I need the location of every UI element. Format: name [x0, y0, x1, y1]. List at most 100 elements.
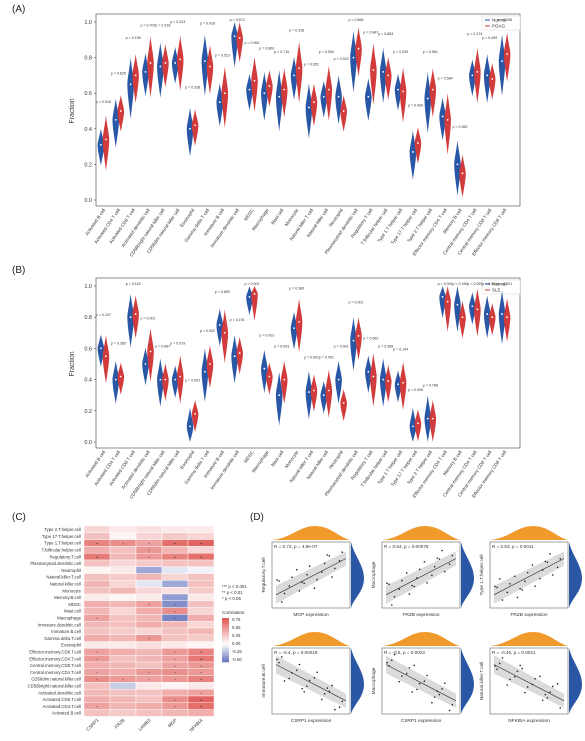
- violin-shape: [261, 349, 268, 394]
- scatter-point: [559, 707, 562, 709]
- heatmap-cell: [83, 525, 111, 534]
- violin-shape: [469, 59, 476, 97]
- heatmap-cell: [135, 620, 163, 629]
- heatmap-cell: [187, 709, 215, 717]
- scatter-point: [526, 686, 529, 688]
- p-value-label: p = 0.365: [111, 341, 126, 345]
- violin-pair: p = 0.003: [274, 344, 289, 426]
- scatter-point: [496, 586, 498, 589]
- violin-pair: p = 0.518: [96, 100, 111, 171]
- plot-frame: [95, 13, 521, 207]
- heatmap-cell: [109, 702, 137, 710]
- scatter-point: [423, 560, 426, 563]
- violin-shape: [157, 358, 164, 407]
- scatter-point: [280, 601, 283, 603]
- p-value-label: p = 0.687: [155, 344, 170, 348]
- regression-line: [385, 664, 457, 702]
- scatter-point: [494, 665, 496, 667]
- y-tick-label: 0.0: [84, 440, 92, 446]
- heatmap-cell: [187, 566, 215, 574]
- scatter-point: [552, 574, 554, 576]
- marginal-density-top: [272, 526, 350, 540]
- regression-line: [493, 558, 565, 596]
- significance-mark: *: [174, 671, 176, 676]
- heatmap-cell: [187, 586, 215, 595]
- heatmap-cell: [187, 580, 215, 588]
- p-value-label: p = 0.430: [408, 103, 423, 107]
- p-value-label: p = 0.001: [319, 355, 334, 359]
- significance-mark: *: [148, 541, 150, 546]
- p-value-label: p = 0.160: [452, 282, 467, 286]
- violin-shape: [394, 73, 402, 111]
- median-dot: [308, 391, 310, 393]
- colorbar-segment: [222, 624, 229, 627]
- heatmap-cell: [83, 586, 111, 595]
- violin-shape: [117, 362, 125, 395]
- scatter-point: [433, 696, 436, 698]
- scatter-point: [534, 585, 536, 587]
- heatmap-cell: [135, 586, 163, 595]
- p-value-label: p = 0.918: [200, 22, 215, 26]
- p-value-label: p = 0.001: [140, 316, 155, 320]
- heatmap-cell: [109, 586, 137, 595]
- violin-shape: [201, 348, 209, 403]
- violin-shape: [280, 360, 288, 404]
- heatmap-cell: [161, 641, 189, 649]
- violin-pair: p = 0.001: [244, 282, 260, 322]
- x-tick-label: Monocyte: [284, 207, 300, 227]
- violin-shape: [409, 130, 417, 180]
- median-dot: [397, 88, 399, 91]
- median-dot: [223, 331, 226, 334]
- marginal-density-top: [490, 632, 568, 646]
- heatmap-cell: [109, 566, 137, 574]
- scatter-point: [426, 582, 428, 584]
- violin-shape: [469, 292, 476, 325]
- median-dot: [283, 88, 286, 91]
- marginal-density-right: [461, 648, 474, 714]
- marginal-density-right: [351, 542, 364, 608]
- heatmap-cell: [109, 580, 137, 588]
- median-dot: [263, 367, 266, 370]
- violin-shape: [379, 47, 387, 104]
- colorbar-segment: [222, 618, 229, 621]
- p-value-label: p = 0.001: [185, 379, 200, 383]
- heatmap-cell: [187, 525, 215, 534]
- violin-shape: [142, 53, 149, 97]
- scatter-point: [328, 690, 331, 693]
- heatmap-cell: [187, 614, 215, 622]
- p-value-label: p = 0.006: [408, 388, 423, 392]
- legend-entry: Normal: [492, 18, 507, 23]
- scatter-point: [326, 687, 329, 689]
- p-value-label: p = 0.322: [334, 57, 349, 61]
- x-tick-label: Mast cell: [270, 450, 284, 468]
- violin-pair: p = 0.863: [259, 46, 274, 121]
- median-dot: [129, 316, 132, 319]
- scatter-point: [541, 699, 544, 702]
- violin-pair: p = 0.322: [334, 57, 349, 132]
- heatmap-cell: [135, 573, 163, 581]
- heatmap-cell: [161, 593, 189, 602]
- x-tick-label: T follicular helper cell: [360, 208, 389, 246]
- heatmap-cell: [187, 620, 215, 629]
- median-dot: [248, 296, 251, 298]
- scatter-point: [431, 701, 433, 704]
- significance-mark: **: [199, 650, 203, 655]
- correlation-stat: R = 0.54, p = 0.00078: [384, 544, 429, 549]
- median-dot: [283, 378, 286, 381]
- p-value-label: p = 0.707: [140, 23, 155, 27]
- p-value-label: p = 0.573: [230, 18, 245, 22]
- heatmap-row-label: Activated.dendritic.cell: [38, 690, 81, 695]
- scatter-point: [544, 693, 547, 696]
- median-dot: [461, 316, 464, 319]
- violin-shape: [325, 65, 333, 121]
- y-tick-label: 0.2: [84, 162, 92, 168]
- heatmap-cell: [187, 600, 215, 608]
- heatmap-cell: [109, 641, 137, 649]
- median-dot: [417, 422, 419, 425]
- violin-pair: p = 0.039: [393, 50, 408, 123]
- colorbar-segment: [222, 646, 229, 649]
- heatmap-row-label: Mast.cell: [64, 609, 81, 614]
- violin-shape: [439, 97, 446, 141]
- violin-shape: [498, 290, 506, 345]
- scatter-point: [303, 690, 305, 693]
